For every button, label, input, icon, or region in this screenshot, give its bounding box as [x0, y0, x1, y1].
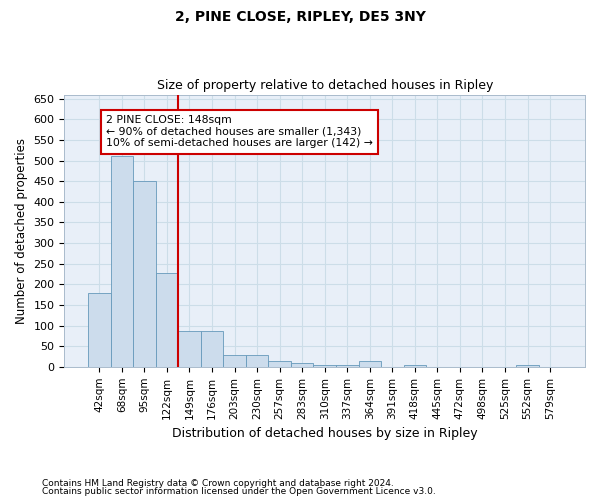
Text: 2, PINE CLOSE, RIPLEY, DE5 3NY: 2, PINE CLOSE, RIPLEY, DE5 3NY: [175, 10, 425, 24]
Bar: [404, 365, 426, 367]
Text: 2 PINE CLOSE: 148sqm
← 90% of detached houses are smaller (1,343)
10% of semi-de: 2 PINE CLOSE: 148sqm ← 90% of detached h…: [106, 115, 373, 148]
Bar: [201, 330, 223, 367]
Title: Size of property relative to detached houses in Ripley: Size of property relative to detached ho…: [157, 79, 493, 92]
Bar: [110, 156, 133, 367]
Text: Contains public sector information licensed under the Open Government Licence v3: Contains public sector information licen…: [42, 487, 436, 496]
Bar: [155, 273, 178, 367]
Bar: [223, 356, 246, 367]
Bar: [336, 365, 359, 367]
Bar: [88, 294, 110, 367]
Bar: [313, 365, 336, 367]
X-axis label: Distribution of detached houses by size in Ripley: Distribution of detached houses by size …: [172, 427, 478, 440]
Bar: [291, 362, 313, 367]
Bar: [359, 360, 381, 367]
Y-axis label: Number of detached properties: Number of detached properties: [15, 138, 28, 324]
Bar: [268, 360, 291, 367]
Bar: [178, 330, 201, 367]
Bar: [133, 181, 155, 367]
Text: Contains HM Land Registry data © Crown copyright and database right 2024.: Contains HM Land Registry data © Crown c…: [42, 478, 394, 488]
Bar: [246, 356, 268, 367]
Bar: [516, 365, 539, 367]
